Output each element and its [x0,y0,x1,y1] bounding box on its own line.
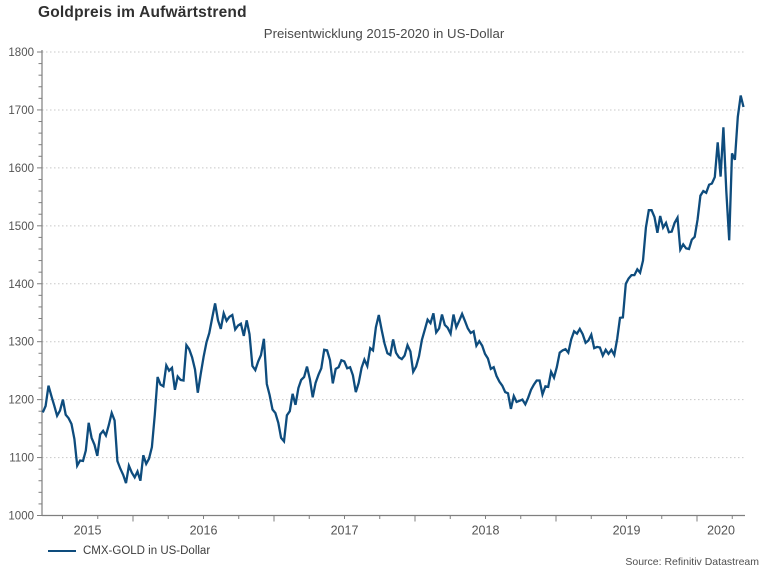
chart-title: Goldpreis im Aufwärtstrend [38,4,247,21]
y-tick-label: 1400 [8,279,34,291]
y-tick-label: 1700 [8,105,34,117]
legend-label: CMX-GOLD in US-Dollar [83,545,211,557]
x-tick-label: 2016 [190,524,218,538]
x-axis-labels: 2015 2016 2017 2018 2019 2020 [74,524,735,538]
gold-price-series-line [41,95,745,484]
x-tick-label: 2017 [331,524,359,538]
legend: CMX-GOLD in US-Dollar [48,544,210,558]
y-axis-labels: 1000 1100 1200 1300 1400 1500 1600 1700 1800 [8,47,34,523]
y-tick-label: 1600 [8,163,34,175]
y-tick-label: 1100 [9,453,34,465]
x-tick-label: 2019 [613,524,641,538]
x-axis-ticks [62,515,733,522]
y-axis-ticks [37,51,42,516]
y-tick-label: 1000 [8,511,34,523]
x-tick-label: 2018 [472,524,500,538]
y-tick-label: 1800 [8,47,34,59]
x-tick-label: 2015 [74,524,102,538]
y-tick-label: 1200 [8,395,34,407]
y-tick-label: 1300 [8,337,34,349]
chart-subtitle: Preisentwicklung 2015-2020 in US-Dollar [263,26,505,41]
x-tick-label: 2020 [707,524,735,538]
gridlines [42,51,745,459]
y-tick-label: 1500 [8,221,34,233]
axes [41,50,745,517]
legend-line-swatch [48,550,76,552]
source-attribution: Source: Refinitiv Datastream [625,556,759,568]
